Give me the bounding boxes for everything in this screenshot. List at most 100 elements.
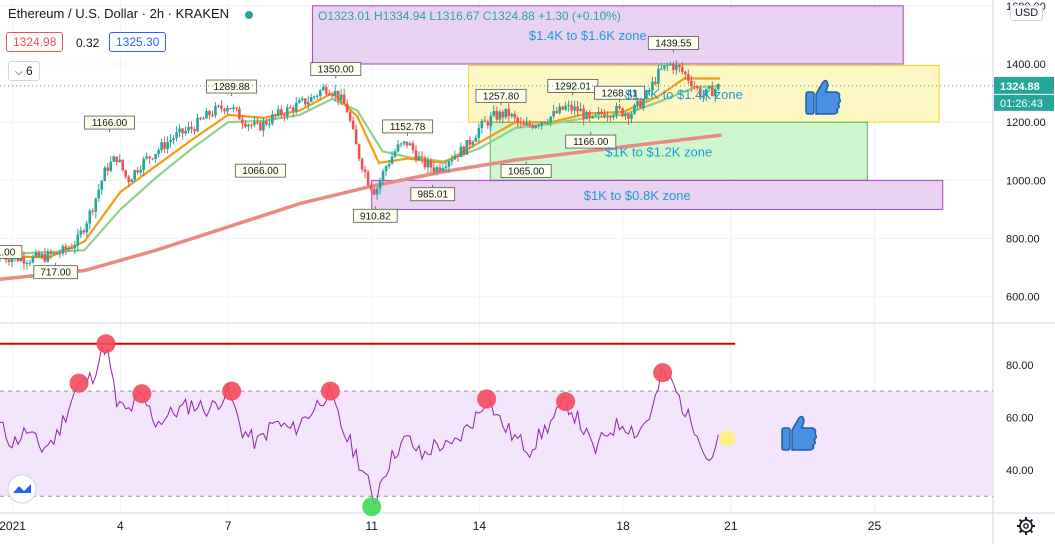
thumbs-up-icon — [805, 79, 842, 115]
candle-body — [85, 223, 89, 233]
price-label: 1289.88 — [214, 82, 251, 93]
candle-body — [369, 185, 373, 190]
settings-gear-icon[interactable] — [1017, 517, 1035, 535]
candle-body — [70, 247, 74, 249]
zone-box — [371, 179, 944, 210]
rsi-tick-label: 60.00 — [1006, 412, 1034, 424]
candle-body — [306, 101, 310, 105]
candle-body — [561, 106, 564, 110]
candle-body — [378, 180, 382, 189]
candle-body — [172, 138, 175, 141]
price-label: 1152.78 — [390, 122, 426, 133]
candle-body — [297, 100, 301, 103]
rsi-signal-dot — [69, 373, 89, 393]
candle-body — [115, 156, 119, 162]
candle-body — [142, 158, 145, 171]
market-open-dot-icon — [244, 10, 253, 19]
candle-body — [333, 90, 337, 96]
candle-body — [67, 247, 71, 250]
time-tick-label: 25 — [868, 519, 882, 533]
candle-body — [127, 176, 130, 183]
candle-body — [693, 86, 696, 88]
candle-body — [654, 81, 657, 84]
candle-body — [663, 65, 666, 69]
candle-body — [477, 128, 481, 138]
zone-box — [468, 64, 940, 123]
candle-body — [704, 88, 708, 96]
candle-body — [220, 105, 223, 109]
candle-body — [324, 86, 328, 94]
price-label: 717.00 — [40, 268, 71, 279]
candle-body — [672, 63, 675, 71]
candle-body — [145, 156, 148, 159]
candle-body — [157, 150, 160, 155]
candle-body — [259, 122, 262, 131]
candle-body — [271, 114, 274, 124]
ema-fast-line — [0, 77, 721, 259]
price-tick-label: 1200.00 — [1006, 117, 1046, 129]
candle-body — [621, 108, 624, 117]
currency-button[interactable]: USD — [1010, 5, 1044, 21]
indicator-count: 6 — [25, 64, 33, 78]
price-tick-label: 800.00 — [1006, 234, 1040, 246]
candle-body — [396, 144, 400, 152]
candle-body — [687, 74, 690, 81]
candle-body — [103, 167, 107, 181]
rsi-tick-label: 40.00 — [1006, 465, 1034, 477]
indicators-toggle-button[interactable]: ⌵ 6 — [8, 61, 40, 81]
candle-body — [82, 230, 86, 233]
candle-body — [79, 230, 83, 235]
candle-body — [348, 112, 352, 121]
candle-body — [52, 252, 56, 255]
candle-body — [716, 83, 720, 90]
zone-label: $1K to $0.8K zone — [584, 188, 691, 203]
candle-body — [244, 123, 247, 127]
candle-body — [489, 115, 493, 126]
candle-body — [414, 150, 418, 161]
price-label-box — [310, 62, 362, 76]
candle-body — [19, 257, 23, 261]
candle-body — [522, 123, 526, 126]
candle-body — [408, 143, 412, 146]
candle-body — [277, 109, 280, 116]
candle-body — [420, 156, 424, 158]
price-label-box — [594, 85, 645, 100]
candle-body — [91, 210, 95, 212]
candle-body — [540, 122, 543, 126]
candle-body — [432, 167, 436, 172]
candle-body — [354, 129, 358, 145]
buy-price-button[interactable]: 1325.30 — [109, 32, 167, 52]
candle-body — [387, 163, 391, 167]
candle-body — [184, 130, 187, 134]
candle-body — [247, 124, 250, 127]
rsi-signal-dot — [653, 363, 673, 383]
candle-body — [525, 122, 529, 126]
candle-body — [657, 68, 660, 84]
candle-body — [330, 95, 334, 97]
candle-body — [453, 155, 457, 160]
candle-body — [202, 118, 205, 120]
candle-body — [286, 107, 289, 117]
candle-body — [447, 161, 451, 167]
candle-body — [465, 140, 469, 155]
candle-body — [681, 66, 684, 72]
candle-body — [327, 93, 331, 96]
candle-body — [480, 120, 484, 129]
candle-body — [675, 65, 678, 71]
candle-body — [423, 157, 427, 168]
candle-body — [217, 105, 220, 107]
candle-body — [606, 116, 609, 118]
price-tick-label: 1400.00 — [1006, 59, 1046, 71]
candle-body — [118, 159, 122, 162]
candle-body — [303, 98, 307, 105]
candle-body — [351, 120, 355, 130]
sell-price-button[interactable]: 1324.98 — [6, 32, 64, 52]
tradingview-logo-icon[interactable] — [7, 474, 37, 504]
candle-body — [483, 120, 487, 122]
candle-body — [49, 251, 53, 255]
candle-body — [7, 259, 11, 262]
price-label-box — [352, 208, 398, 223]
candle-body — [360, 159, 364, 170]
candle-body — [25, 263, 29, 265]
